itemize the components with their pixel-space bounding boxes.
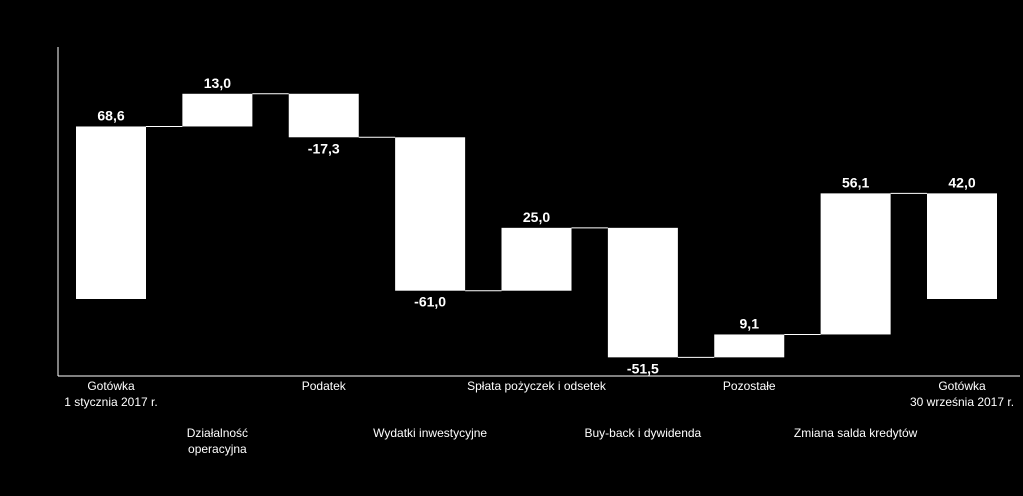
bars [76, 93, 997, 358]
value-label-3: -61,0 [414, 294, 446, 310]
value-labels: 68,6 13,0 -17,3 -61,0 25,0 -51,5 9,1 56,1 42,0 [97, 75, 975, 377]
category-label-6: Pozostałe [723, 379, 776, 393]
value-label-6: 9,1 [740, 315, 760, 331]
connectors [146, 93, 927, 358]
value-label-7: 56,1 [842, 174, 869, 190]
value-label-0: 68,6 [97, 107, 124, 123]
category-label-5: Buy-back i dywidenda [585, 426, 702, 440]
category-labels: Gotówka 1 stycznia 2017 r. Działalność oper… [64, 379, 1014, 456]
category-label-0-line-0: Gotówka [87, 379, 135, 393]
bar-3 [395, 137, 466, 291]
bar-7 [820, 193, 891, 335]
category-label-8-line-1: 30 września 2017 r. [910, 395, 1014, 409]
bar-1 [182, 93, 253, 127]
bar-8 [927, 193, 997, 299]
value-label-5: -51,5 [627, 360, 659, 376]
bar-5 [607, 227, 678, 358]
category-label-0-line-1: 1 stycznia 2017 r. [64, 395, 157, 409]
category-label-3: Wydatki inwestycyjne [373, 426, 487, 440]
bar-0 [76, 126, 146, 299]
category-label-8-line-0: Gotówka [938, 379, 986, 393]
value-label-1: 13,0 [204, 75, 231, 91]
value-label-4: 25,0 [523, 209, 550, 225]
category-label-1-line-1: operacyjna [188, 442, 247, 456]
bar-2 [288, 93, 359, 138]
bar-6 [714, 334, 785, 358]
category-label-7: Zmiana salda kredytów [794, 426, 918, 440]
category-label-2: Podatek [302, 379, 347, 393]
value-label-2: -17,3 [308, 140, 340, 156]
bar-4 [501, 227, 572, 291]
value-label-8: 42,0 [948, 174, 975, 190]
category-label-1-line-0: Działalność [187, 426, 248, 440]
category-label-4: Spłata pożyczek i odsetek [467, 379, 607, 393]
